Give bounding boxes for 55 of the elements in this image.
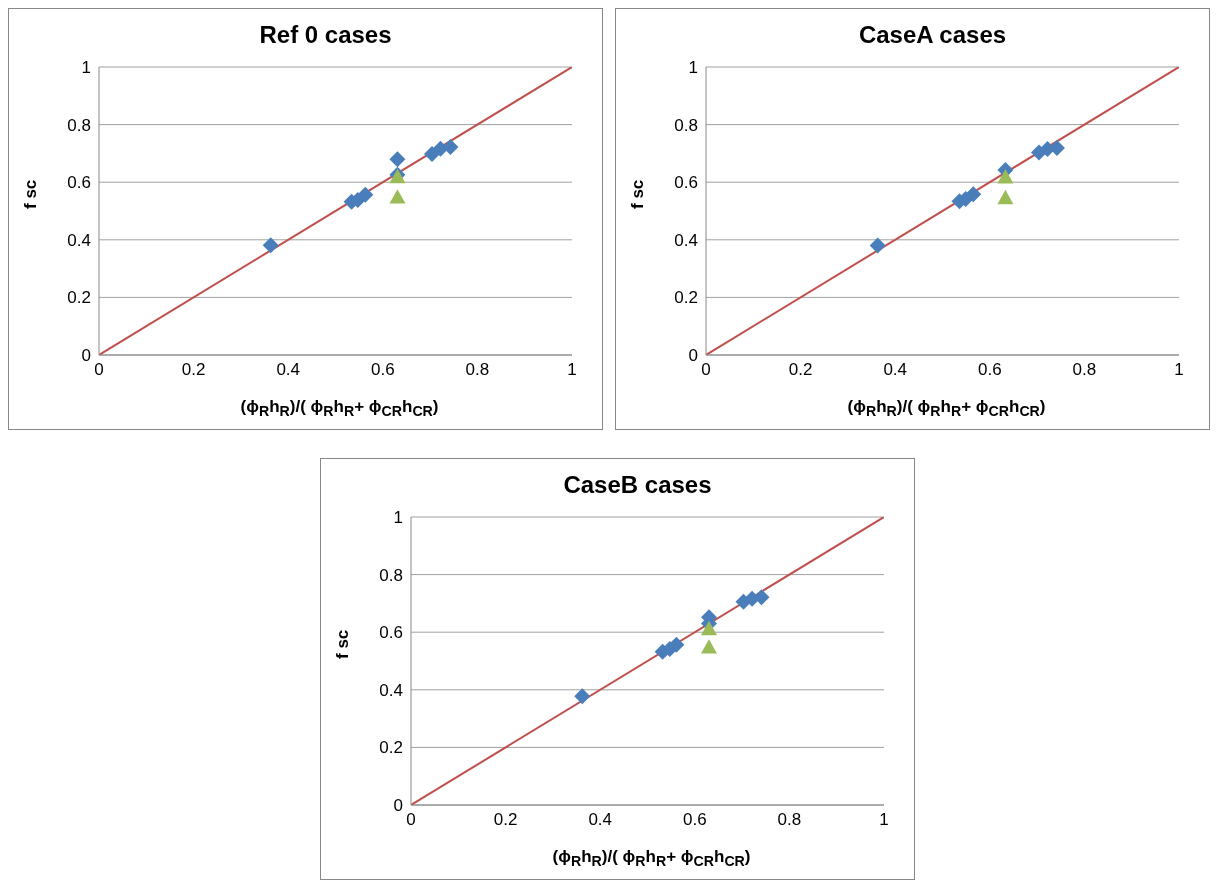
- y-tick-label: 0.2: [379, 738, 403, 758]
- point: [700, 620, 717, 636]
- x-tick-label: 0.4: [588, 810, 613, 830]
- text: (ϕ$_{R}$h$_{R}$)/( ϕ$_{R}$h$_{R}$+ ϕ$_{CR}$h$_{CR}$): [552, 847, 751, 870]
- y-tick-label: 0: [393, 796, 403, 816]
- y-tick-label: 0.4: [379, 680, 403, 700]
- y-tick-label: 0.2: [67, 288, 91, 308]
- point: [869, 237, 886, 254]
- x-tick-label: 0.8: [1072, 360, 1097, 380]
- y-tick-label: 0.8: [674, 115, 698, 135]
- text: (ϕ$_{R}$h$_{R}$)/( ϕ$_{R}$h$_{R}$+ ϕ$_{CR}$h$_{CR}$): [847, 397, 1046, 420]
- y-tick-label: 0.8: [67, 115, 91, 135]
- y-tick-label: 1: [393, 508, 403, 528]
- x-tick-label: 0.2: [181, 360, 206, 380]
- point: [965, 186, 982, 203]
- y-tick-label: 0.6: [379, 623, 403, 643]
- x-tick-label: 0.8: [777, 810, 802, 830]
- y-tick-label: 0.4: [67, 230, 91, 250]
- point: [574, 688, 591, 705]
- y-axis-title: f sc: [21, 179, 41, 209]
- y-axis-title: f sc: [333, 629, 353, 659]
- x-tick-label: 1: [567, 360, 577, 380]
- point: [997, 189, 1014, 205]
- x-tick-label: 0.4: [276, 360, 301, 380]
- y-tick-label: 0.8: [379, 565, 403, 585]
- point: [262, 237, 279, 254]
- x-tick-label: 1: [1174, 360, 1184, 380]
- chart-title: CaseA cases: [857, 21, 1008, 49]
- point: [700, 639, 717, 654]
- y-tick-label: 0.6: [67, 173, 91, 193]
- point: [442, 139, 459, 156]
- y-tick-label: 0: [81, 346, 91, 366]
- chart-title: CaseB cases: [562, 471, 713, 499]
- point: [357, 186, 374, 203]
- x-tick-label: 0.8: [465, 360, 490, 380]
- x-tick-label: 0: [94, 360, 104, 380]
- y-tick-label: 0.2: [674, 288, 698, 308]
- point: [997, 169, 1014, 184]
- y-tick-label: 1: [81, 58, 91, 78]
- y-axis-title: f sc: [628, 179, 648, 209]
- x-tick-label: 0.2: [788, 360, 813, 380]
- chart-title: Ref 0 cases: [258, 21, 393, 49]
- x-tick-label: 0: [701, 360, 711, 380]
- y-tick-label: 0: [688, 346, 698, 366]
- text: (ϕ$_{R}$h$_{R}$)/( ϕ$_{R}$h$_{R}$+ ϕ$_{CR}$h$_{CR}$): [240, 397, 439, 420]
- point: [389, 151, 406, 168]
- x-tick-label: 1: [879, 810, 889, 830]
- y-tick-label: 0.6: [674, 173, 698, 193]
- x-tick-label: 0: [406, 810, 416, 830]
- y-tick-label: 0.4: [674, 230, 698, 250]
- point: [389, 189, 406, 204]
- x-tick-label: 0.6: [977, 360, 1002, 380]
- x-tick-label: 0.4: [883, 360, 908, 380]
- y-tick-label: 1: [688, 58, 698, 78]
- x-tick-label: 0.2: [493, 810, 518, 830]
